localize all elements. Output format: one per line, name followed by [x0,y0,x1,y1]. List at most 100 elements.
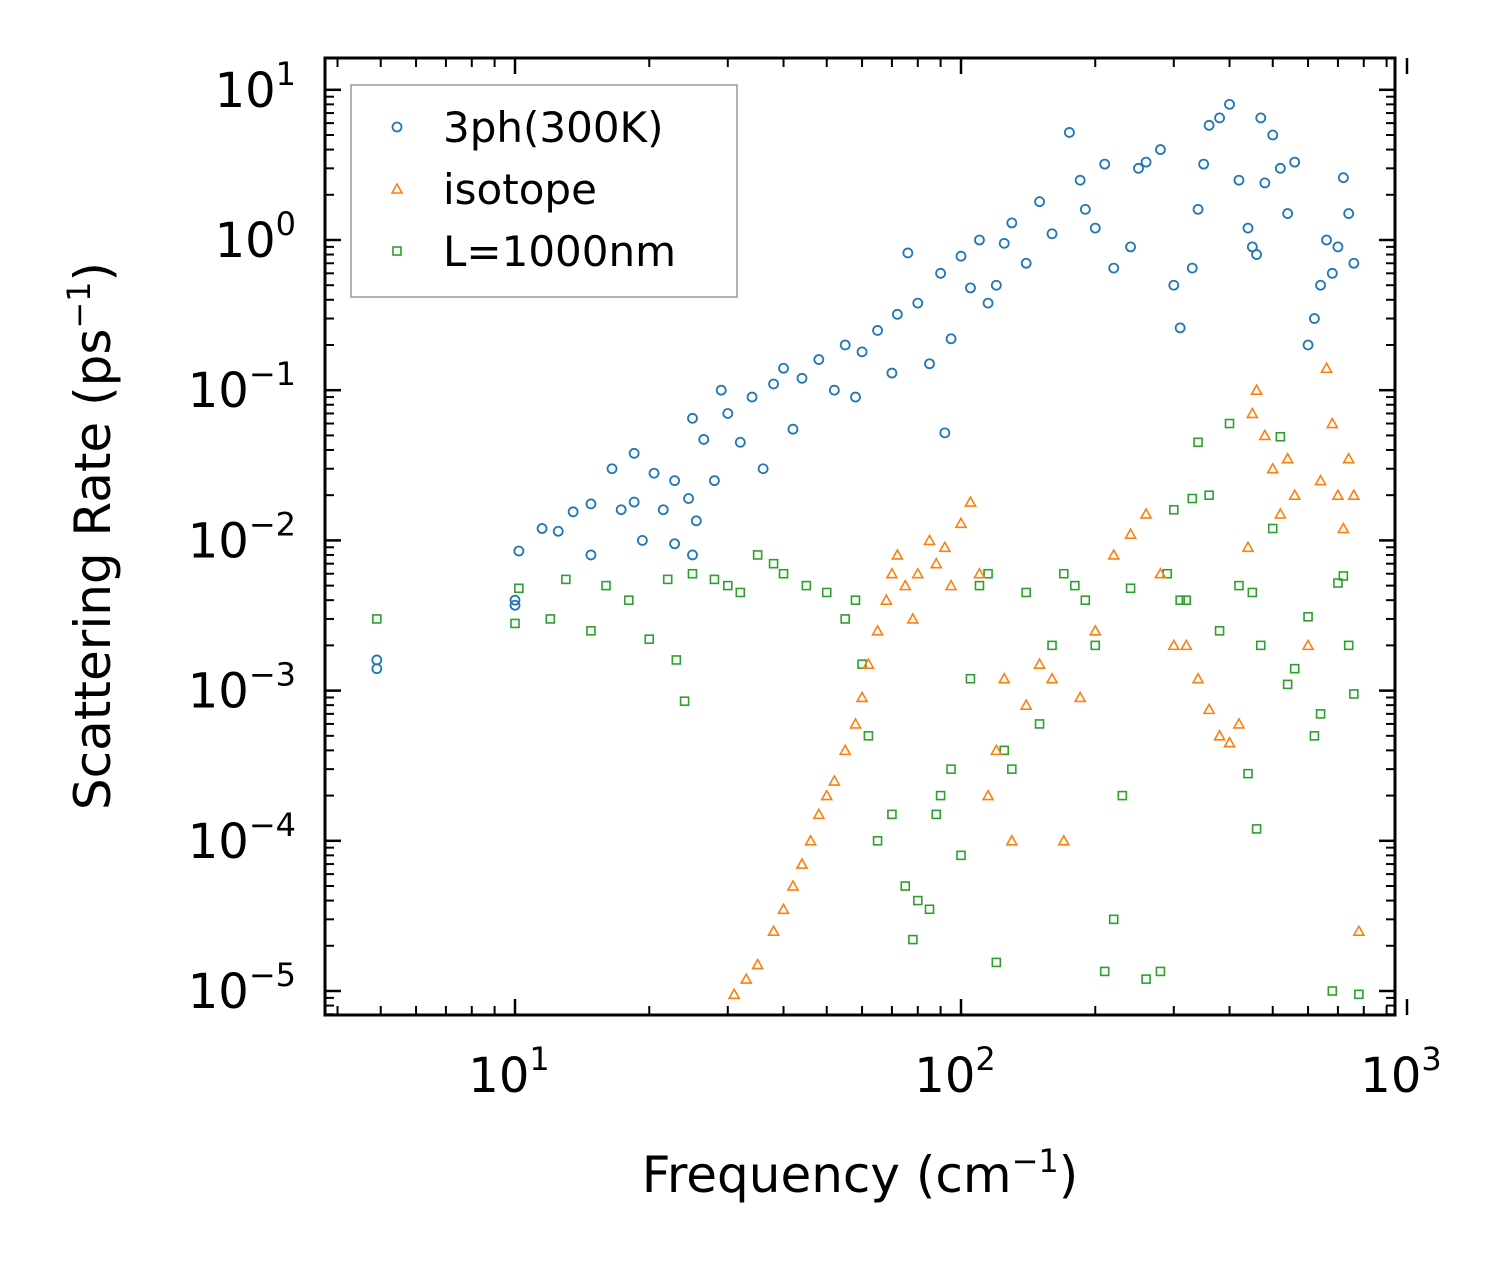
data-point [1255,640,1266,651]
data-point [839,339,851,351]
data-point [923,533,936,546]
data-point [935,790,946,801]
data-point [739,972,753,984]
data-point [509,594,521,606]
data-point [1192,203,1204,215]
legend-items: 3ph(300K) isotope L=1000nm [390,103,676,276]
data-point [850,391,861,403]
data-point [1047,640,1057,651]
y-tick-exp: −1 [249,355,296,393]
data-point [545,614,556,624]
data-point [1326,267,1338,279]
series-L=1000nm [372,418,1364,1000]
data-point [585,549,597,561]
data-point [734,436,746,448]
data-point [1181,595,1192,605]
data-point [931,809,942,820]
data-point [998,237,1010,249]
data-point [1070,580,1080,591]
y-tick-label: 10−2 [188,505,296,569]
data-point [1063,127,1075,138]
data-point [1243,768,1253,779]
data-point [624,595,634,605]
data-point [991,957,1002,968]
y-axis-label: Scattering Rate (ps−1) [60,262,122,810]
data-point [1168,279,1180,291]
data-point [887,809,897,820]
data-point [371,663,383,675]
data-point [1321,234,1332,246]
data-point [1288,488,1302,500]
x-tick-label: 103 [1360,1040,1441,1104]
data-point [912,297,924,309]
data-point [1088,624,1102,636]
y-axis-label-text: Scattering Rate (ps [64,329,122,810]
x-tick-base: 10 [468,1048,529,1104]
data-point [891,548,904,560]
data-point [1213,729,1226,741]
data-point [1108,262,1120,274]
data-point [879,593,893,605]
data-point [552,525,564,537]
data-point [669,475,681,487]
series-3ph(300K) [371,98,1360,675]
data-point [850,595,861,605]
data-point [1179,638,1193,651]
data-point [1099,966,1110,977]
data-point [1079,203,1091,215]
legend-marker [391,121,403,133]
data-point [1141,974,1151,984]
data-point [1333,578,1343,588]
data-point [1005,834,1019,846]
data-point [872,325,883,336]
data-point [1108,914,1119,925]
data-point [1273,507,1287,519]
data-point [1139,507,1153,519]
data-point [1315,709,1326,719]
data-point [679,696,690,707]
data-point [965,282,976,294]
data-point [1155,966,1166,977]
data-point [757,463,769,475]
data-point [856,346,868,358]
data-point [906,612,920,624]
data-point [1267,129,1279,141]
data-point [1289,156,1301,168]
data-point [838,743,852,756]
y-tick-label: 10−3 [188,656,296,720]
y-tick-base: 10 [188,964,249,1020]
data-point [1327,986,1338,996]
plot-frame [323,56,1397,1017]
data-point [944,578,958,591]
data-point [1198,158,1210,170]
data-point [886,367,898,379]
x-axis-label: Frequency (cm−1) [642,1142,1079,1204]
data-point [1045,672,1059,684]
data-point [871,624,884,636]
data-point [1337,172,1349,184]
data-point [1267,523,1278,534]
data-point [1343,208,1355,219]
data-point [1245,406,1259,419]
data-point [1033,657,1046,669]
data-point [1251,824,1262,834]
data-point [683,493,694,504]
x-tick-exp: 3 [1421,1040,1441,1078]
x-tick-base: 10 [1360,1048,1421,1104]
data-point [885,567,899,579]
legend-label: isotope [443,165,597,214]
data-point [1133,162,1144,174]
data-point [912,895,923,906]
y-tick-base: 10 [215,63,276,119]
data-point [1232,717,1246,729]
data-point [1303,611,1313,622]
data-point [1349,689,1359,699]
data-point [1046,228,1058,240]
data-point [751,957,765,970]
data-point [863,731,874,741]
data-point [1154,567,1167,579]
data-point [372,614,382,624]
data-point [1354,989,1364,1000]
data-point [1006,217,1018,229]
y-tick-exp: 0 [276,205,296,243]
